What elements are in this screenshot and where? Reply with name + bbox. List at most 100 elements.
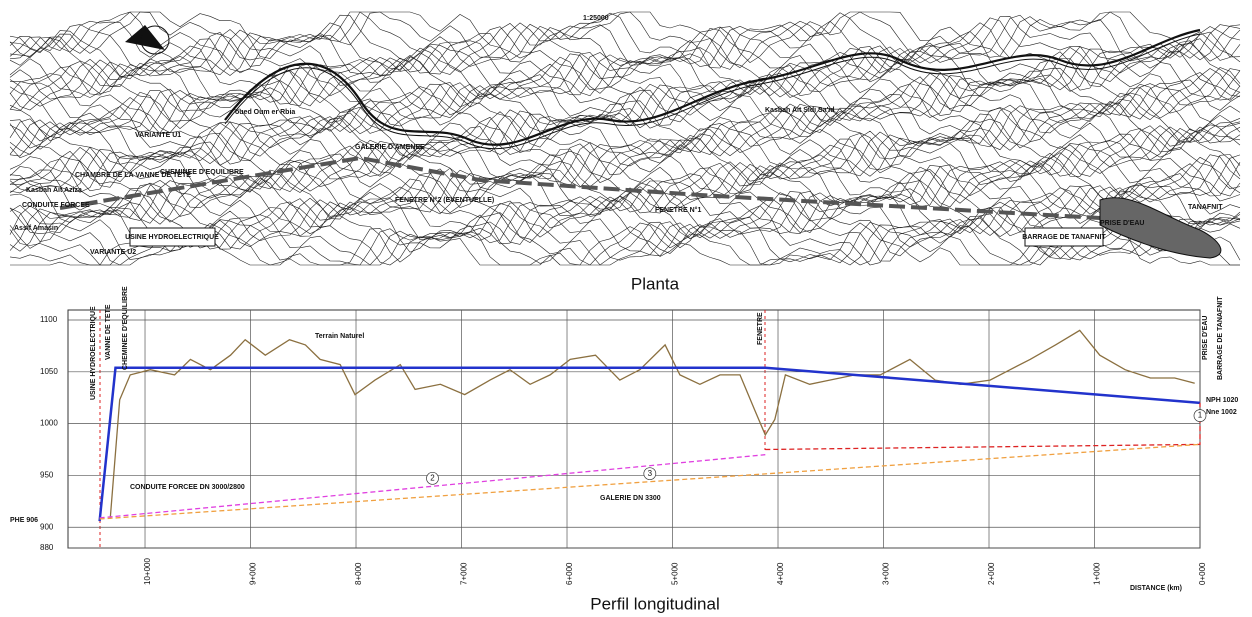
map-label: Kasbah Ait Aziza [26,187,82,194]
x-tick-label: 7+000 [460,562,469,585]
annotation: USINE HYDROELECTRIQUE [90,306,97,400]
contour [9,86,1241,152]
y-tick-label: 1100 [40,315,58,324]
contour [9,45,1241,107]
label-box [1024,227,1104,247]
contour [9,217,1240,266]
contour [9,14,1241,76]
contour [9,56,1241,123]
contour [9,172,1241,238]
x-tick-label: 5+000 [671,562,680,585]
map-label: FENETRE N°1 [655,206,701,214]
x-tick-label: 2+000 [987,562,996,585]
annotation: FENETRE [757,312,764,345]
annotation: PHE 906 [10,517,38,524]
plan-caption: Planta [631,274,680,293]
contour [9,38,1241,104]
contour [9,156,1241,223]
contour [9,147,1241,214]
annotation: Nne 1002 [1206,409,1237,416]
annotation: VANNE DE TETE [105,304,112,360]
series-label: 2 [430,473,435,482]
map-label: Assif Amasin [14,225,58,232]
x-tick-label: 0+000 [1198,562,1207,585]
y-tick-label: 950 [40,471,54,480]
profile-caption: Perfil longitudinal [590,594,719,613]
label-box [129,227,216,247]
x-tick-label: 3+000 [882,562,891,585]
x-tick-label: 1+000 [1093,562,1102,585]
series-line [109,329,1195,520]
y-tick-label: 880 [40,543,54,552]
map-label: TANAFNIT [1188,204,1223,211]
annotation: CONDUITE FORCEE DN 3000/2800 [130,484,245,491]
series-marker [643,467,657,481]
x-axis-title: DISTANCE (km) [1130,585,1182,592]
series-marker [1193,409,1207,422]
contours [9,11,1241,266]
map-label: GALERIE D'AMENEE [355,144,425,151]
map-label: CHAMBRE DE LA VANNE DE TETE [75,172,191,179]
map-label: CHEMINEE D'EQUILIBRE [160,169,244,176]
contour [9,11,1241,69]
annotations: USINE HYDROELECTRIQUE VANNE DE TETE CHEM… [10,286,1238,614]
contour [9,104,1241,167]
y-tick-label: 900 [40,522,54,531]
contour [9,76,1241,143]
map-label: USINE HYDROELECTRIQUE [125,234,219,241]
contour [9,150,1241,217]
map-label: BARRAGE DE TANAFNIT [1022,234,1106,241]
north-arrow [125,25,165,50]
map-label: FENETRE N°2 (EVENTUELLE) [395,196,494,204]
plan-map: 1:25000 Kasbah Ait Aziza CHAMBRE DE LA V… [8,8,1244,270]
series-line [98,366,1201,522]
annotation: GALERIE DN 3300 [600,495,661,502]
map-label: oued Oum er Rbia [235,109,295,116]
contour [9,183,1241,249]
contour [9,17,1241,83]
reservoir [1099,197,1222,259]
contour [9,11,1241,74]
contour [9,212,1241,266]
series-label: Terrain Naturel [315,333,364,340]
x-tick-label: 9+000 [249,562,258,585]
series-marker [426,471,439,485]
map-label: CONDUITE FORCEE [22,202,90,209]
annotation: NPH 1020 [1206,397,1238,404]
contour [9,31,1241,97]
contour [9,127,1241,194]
contour [9,67,1241,134]
contour [9,91,1241,157]
contour [9,83,1241,149]
y-tick-label: 1050 [40,367,58,376]
contour [9,97,1241,162]
map-label: Kasbah Ait Sidi Sa'id [765,107,834,114]
series-label: 3 [648,469,653,478]
y-tick-label: 1000 [40,419,58,428]
contour [9,122,1241,188]
map-label: VARIANTE U1 [135,132,181,139]
annotation: BARRAGE DE TANAFNIT [1217,296,1224,380]
map-label: VARIANTE U2 [90,249,136,256]
map-scale: 1:25000 [583,15,609,22]
contour [9,132,1241,197]
north-circle [140,25,170,55]
annotation: PRISE D'EAU [1202,316,1209,360]
x-tick-label: 8+000 [354,562,363,585]
plot-frame [67,309,1201,549]
series-line [765,402,1201,451]
contour [9,111,1241,177]
tunnel-alignment [59,155,1101,220]
contour [9,51,1241,116]
x-tick-label: 4+000 [776,562,785,585]
contour [9,107,1241,174]
x-tick-label: 6+000 [565,562,574,585]
x-tick-label: 10+000 [143,558,152,585]
river [224,28,1201,146]
map-label: PRISE D'EAU [1100,220,1144,227]
series-label: 1 [1198,411,1203,420]
river-bank [224,33,1201,150]
contour [9,189,1241,252]
